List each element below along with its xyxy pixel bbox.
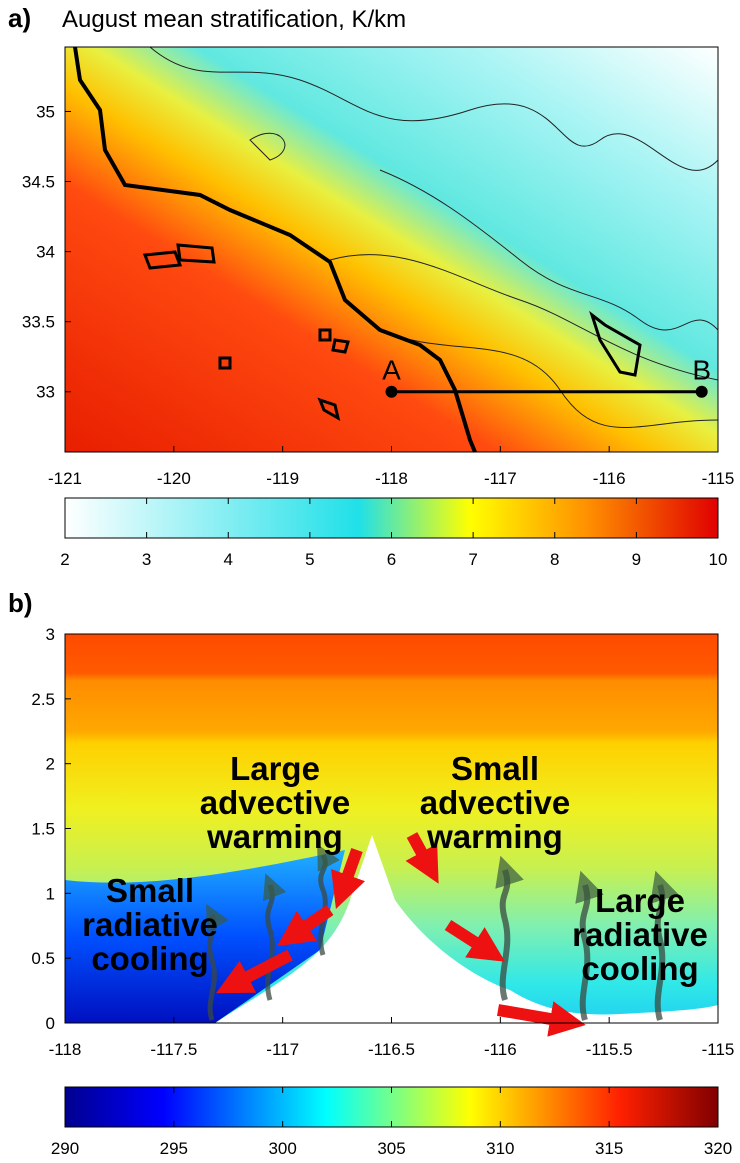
- point-label: B: [692, 355, 711, 386]
- y-tick-label: 35: [36, 102, 55, 121]
- panel-label: a): [8, 3, 31, 33]
- annotation-line: cooling: [91, 940, 208, 977]
- x-tick-label: -117: [266, 1040, 299, 1059]
- colorbar-tick-label: 310: [486, 1139, 514, 1158]
- colorbar-tick-label: 3: [142, 550, 151, 569]
- radiation-arrow: [206, 903, 229, 1021]
- colorbar-tick-label: 300: [268, 1139, 296, 1158]
- x-tick-label: -115.5: [586, 1040, 633, 1059]
- y-tick-label: 34.5: [22, 173, 55, 192]
- colorbar-tick-label: 4: [224, 550, 233, 569]
- annotation-line: Small: [451, 750, 539, 787]
- x-tick-label: -117: [484, 469, 517, 488]
- coastline: [73, 46, 477, 453]
- colorbar-tick-label: 2: [60, 550, 69, 569]
- advection-arrows: [216, 832, 586, 1037]
- radiation-arrow: [317, 843, 340, 956]
- annotation-line: advective: [200, 784, 350, 821]
- advection-arrow: [496, 1001, 586, 1037]
- advection-arrow: [444, 919, 506, 962]
- annotation-line: Small: [106, 872, 194, 909]
- annotation-line: radiative: [572, 916, 708, 953]
- y-tick-label: 1.5: [31, 820, 55, 839]
- advection-arrow: [216, 949, 293, 994]
- terrain: [65, 835, 718, 1023]
- point-label: A: [382, 355, 401, 386]
- panel-label: b): [8, 588, 33, 618]
- x-tick-label: -116: [593, 469, 626, 488]
- y-tick-label: 33.5: [22, 313, 55, 332]
- annotation: Large advective warming: [200, 750, 350, 855]
- colorbar-tick-label: 320: [704, 1139, 732, 1158]
- annotation: Small radiative cooling: [82, 872, 218, 977]
- annotation-line: cooling: [581, 950, 698, 987]
- colorbar-tick-label: 290: [51, 1139, 79, 1158]
- contour-line: [149, 46, 719, 171]
- colorbar: [64, 1086, 719, 1128]
- transect-point: [385, 385, 398, 398]
- colorbar-tick-label: 315: [595, 1139, 623, 1158]
- colorbar-tick-label: 9: [632, 550, 641, 569]
- colorbar-tick-label: 6: [387, 550, 396, 569]
- island: [142, 243, 642, 422]
- y-tick-label: 1: [46, 884, 55, 903]
- transect-point: [695, 385, 708, 398]
- x-tick-label: -115: [702, 1040, 735, 1059]
- y-tick-label: 0: [46, 1014, 55, 1033]
- contour-line: [249, 132, 719, 331]
- colorbar-tick-label: 5: [305, 550, 314, 569]
- colorbar: [64, 497, 719, 539]
- map-background: [65, 47, 718, 452]
- y-tick-label: 2: [46, 755, 55, 774]
- colorbar-tick-label: 10: [709, 550, 728, 569]
- y-tick-label: 2.5: [31, 690, 55, 709]
- y-tick-label: 33: [36, 383, 55, 402]
- annotation-line: Large: [595, 882, 685, 919]
- y-tick-label: 34: [36, 243, 55, 262]
- x-tick-label: -119: [266, 469, 299, 488]
- x-tick-label: -116: [484, 1040, 517, 1059]
- section-field: [65, 634, 718, 1037]
- colorbar-tick-label: 7: [468, 550, 477, 569]
- x-tick-label: -121: [48, 469, 82, 488]
- radiation-arrow: [263, 873, 287, 1001]
- annotation-line: advective: [420, 784, 570, 821]
- x-tick-label: -116.5: [368, 1040, 415, 1059]
- radiation-arrow: [495, 855, 524, 1001]
- radiation-arrow: [650, 870, 679, 1021]
- x-tick-label: -118: [375, 469, 408, 488]
- advection-arrow: [331, 847, 366, 909]
- x-tick-label: -118: [49, 1040, 82, 1059]
- annotation: Large radiative cooling: [572, 882, 708, 987]
- annotation-line: Large: [230, 750, 320, 787]
- y-tick-label: 0.5: [31, 949, 55, 968]
- advection-arrow: [405, 832, 439, 884]
- radiation-arrow: [575, 870, 604, 1021]
- annotation-line: warming: [206, 818, 343, 855]
- chart-title: August mean stratification, K/km: [62, 6, 406, 33]
- annotation: Small advective warming: [420, 750, 570, 855]
- map-field: [65, 46, 719, 453]
- x-tick-label: -115: [702, 469, 735, 488]
- colorbar-tick-label: 305: [377, 1139, 405, 1158]
- x-tick-label: -120: [157, 469, 191, 488]
- annotation-line: radiative: [82, 906, 218, 943]
- contour-line: [329, 254, 719, 428]
- x-tick-label: -117.5: [150, 1040, 197, 1059]
- y-tick-label: 3: [46, 625, 55, 644]
- colorbar-tick-label: 295: [160, 1139, 188, 1158]
- colorbar-tick-label: 8: [550, 550, 559, 569]
- advection-arrow: [277, 905, 334, 947]
- annotation-line: warming: [426, 818, 563, 855]
